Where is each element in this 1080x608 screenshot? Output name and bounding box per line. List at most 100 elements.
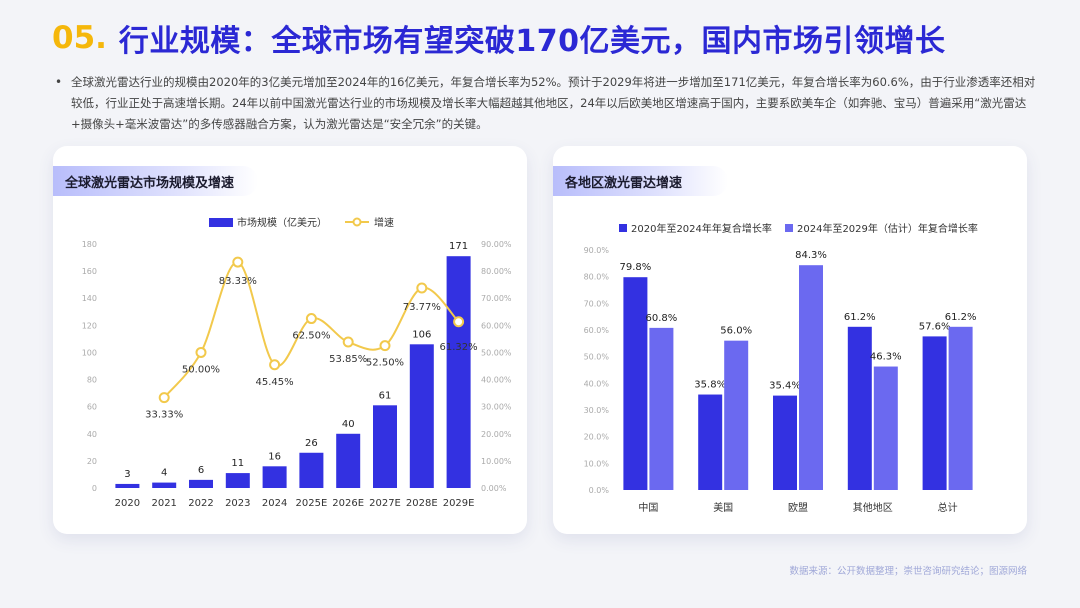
summary-paragraph: • 全球激光雷达行业的规模由2020年的3亿美元增加至2024年的16亿美元，年… — [55, 72, 1040, 135]
x-tick-label: 中国 — [638, 501, 658, 514]
legend-bar-swatch — [209, 218, 233, 227]
bar-value-label: 79.8% — [620, 262, 652, 273]
y-left-tick-label: 60 — [87, 403, 97, 412]
x-tick-label: 2021 — [151, 498, 176, 509]
x-tick-label: 2025E — [296, 498, 328, 509]
bar-market-size — [336, 433, 361, 488]
bar-market-size — [299, 452, 324, 488]
bar-market-size — [262, 466, 287, 488]
x-tick-label: 2024 — [262, 498, 287, 509]
growth-rate-point — [305, 313, 317, 325]
bar-value-label: 40 — [342, 419, 355, 430]
regional-growth-card: 各地区激光雷达增速 2020年至2024年年复合增长率 2024年至2029年（估… — [553, 146, 1027, 534]
data-source-note: 数据来源：公开数据整理；崇世咨询研究结论；图源网络 — [789, 566, 1027, 577]
bar-cagr-2024-2029 — [799, 265, 823, 490]
bar-cagr-2024-2029 — [724, 340, 749, 490]
y-left-tick-label: 160 — [82, 267, 97, 276]
bar-market-size — [409, 344, 434, 488]
growth-rate-point — [195, 346, 207, 358]
growth-rate-point — [232, 256, 244, 268]
growth-rate-point — [158, 392, 170, 404]
bar-cagr-2020-2024 — [922, 336, 947, 490]
growth-rate-label: 73.77% — [403, 302, 441, 313]
y-right-tick-label: 30.00% — [481, 403, 512, 412]
y-left-tick-label: 120 — [82, 321, 97, 330]
bar-value-label: 11 — [231, 458, 244, 469]
bar-cagr-2024-2029 — [948, 326, 973, 490]
y-tick-label: 90.0% — [584, 246, 610, 255]
growth-rate-point — [416, 282, 428, 294]
bar-market-size — [115, 483, 140, 488]
growth-rate-label: 45.45% — [256, 377, 294, 388]
bar-cagr-2020-2024 — [698, 394, 723, 490]
global-market-card-title: 全球激光雷达市场规模及增速 — [53, 166, 258, 196]
bar-market-size — [189, 479, 213, 488]
y-left-tick-label: 0 — [92, 484, 97, 493]
summary-text: 全球激光雷达行业的规模由2020年的3亿美元增加至2024年的16亿美元，年复合… — [71, 75, 1036, 131]
section-title: 行业规模：全球市场有望突破170亿美元，国内市场引领增长 — [118, 24, 946, 59]
x-tick-label: 2027E — [369, 498, 401, 509]
bar-value-label: 84.3% — [795, 250, 827, 261]
bar-value-label: 61.2% — [945, 312, 977, 323]
growth-rate-label: 62.50% — [292, 331, 330, 342]
growth-rate-label: 33.33% — [145, 410, 183, 421]
legend-series-2-label: 2024年至2029年（估计）年复合增长率 — [797, 222, 978, 235]
y-left-tick-label: 140 — [82, 294, 97, 303]
y-tick-label: 30.0% — [584, 406, 610, 415]
y-tick-label: 40.0% — [584, 379, 610, 388]
y-tick-label: 50.0% — [584, 353, 610, 362]
bar-value-label: 60.8% — [646, 313, 678, 324]
x-tick-label: 其他地区 — [853, 501, 893, 514]
bar-value-label: 4 — [161, 468, 167, 479]
y-tick-label: 10.0% — [584, 459, 610, 468]
global-market-chart: 市场规模（亿美元） 增速 0 20 40 60 80 100 120 140 160 180 0.00%… — [82, 216, 512, 509]
y-right-tick-label: 10.00% — [481, 457, 512, 466]
bar-value-label: 61 — [379, 390, 392, 401]
growth-rate-label: 52.50% — [366, 358, 404, 369]
y-left-tick-label: 20 — [87, 457, 97, 466]
legend-series-1-label: 2020年至2024年年复合增长率 — [631, 222, 772, 235]
x-tick-label: 2029E — [443, 498, 475, 509]
y-left-tick-label: 100 — [82, 348, 97, 357]
y-right-tick-label: 40.00% — [481, 376, 512, 385]
bar-value-label: 35.4% — [769, 381, 801, 392]
growth-rate-point — [453, 316, 465, 328]
x-tick-label: 美国 — [713, 501, 733, 514]
y-right-tick-label: 90.00% — [481, 240, 512, 249]
legend-series-1-swatch — [619, 224, 627, 232]
y-right-tick-label: 60.00% — [481, 321, 512, 330]
y-left-tick-label: 80 — [87, 376, 97, 385]
x-tick-label: 2023 — [225, 498, 250, 509]
bar-market-size — [373, 405, 397, 488]
x-tick-label: 总计 — [938, 501, 958, 514]
y-right-tick-label: 50.00% — [481, 348, 512, 357]
y-tick-label: 20.0% — [584, 433, 610, 442]
bar-market-size — [152, 482, 177, 488]
y-right-tick-label: 0.00% — [481, 484, 507, 493]
growth-rate-label: 83.33% — [219, 276, 257, 287]
y-tick-label: 70.0% — [584, 299, 610, 308]
bar-cagr-2020-2024 — [847, 326, 872, 490]
bar-value-label: 56.0% — [720, 326, 752, 337]
bar-value-label: 35.8% — [694, 380, 726, 391]
legend-series-2-swatch — [785, 224, 793, 232]
y-left-tick-label: 40 — [87, 430, 97, 439]
bar-cagr-2024-2029 — [873, 366, 898, 490]
bar-value-label: 57.6% — [919, 321, 951, 332]
growth-rate-label: 50.00% — [182, 364, 220, 375]
x-tick-label: 2022 — [188, 498, 213, 509]
legend-bar-label: 市场规模（亿美元） — [237, 216, 327, 229]
page-title: 05. 行业规模：全球市场有望突破170亿美元，国内市场引领增长 — [52, 16, 946, 60]
bar-value-label: 6 — [198, 465, 204, 476]
y-right-tick-label: 70.00% — [481, 294, 512, 303]
y-tick-label: 80.0% — [584, 273, 610, 282]
bar-market-size — [225, 473, 250, 488]
bar-market-size — [446, 256, 471, 488]
section-number: 05. — [52, 20, 107, 56]
growth-rate-point — [269, 359, 281, 371]
legend-line-marker — [352, 217, 362, 227]
global-market-card: 全球激光雷达市场规模及增速 市场规模（亿美元） 增速 0 20 40 60 80 100 120… — [53, 146, 527, 534]
bar-value-label: 106 — [412, 329, 431, 340]
growth-rate-label: 61.32% — [440, 342, 478, 353]
bar-cagr-2020-2024 — [773, 395, 797, 490]
